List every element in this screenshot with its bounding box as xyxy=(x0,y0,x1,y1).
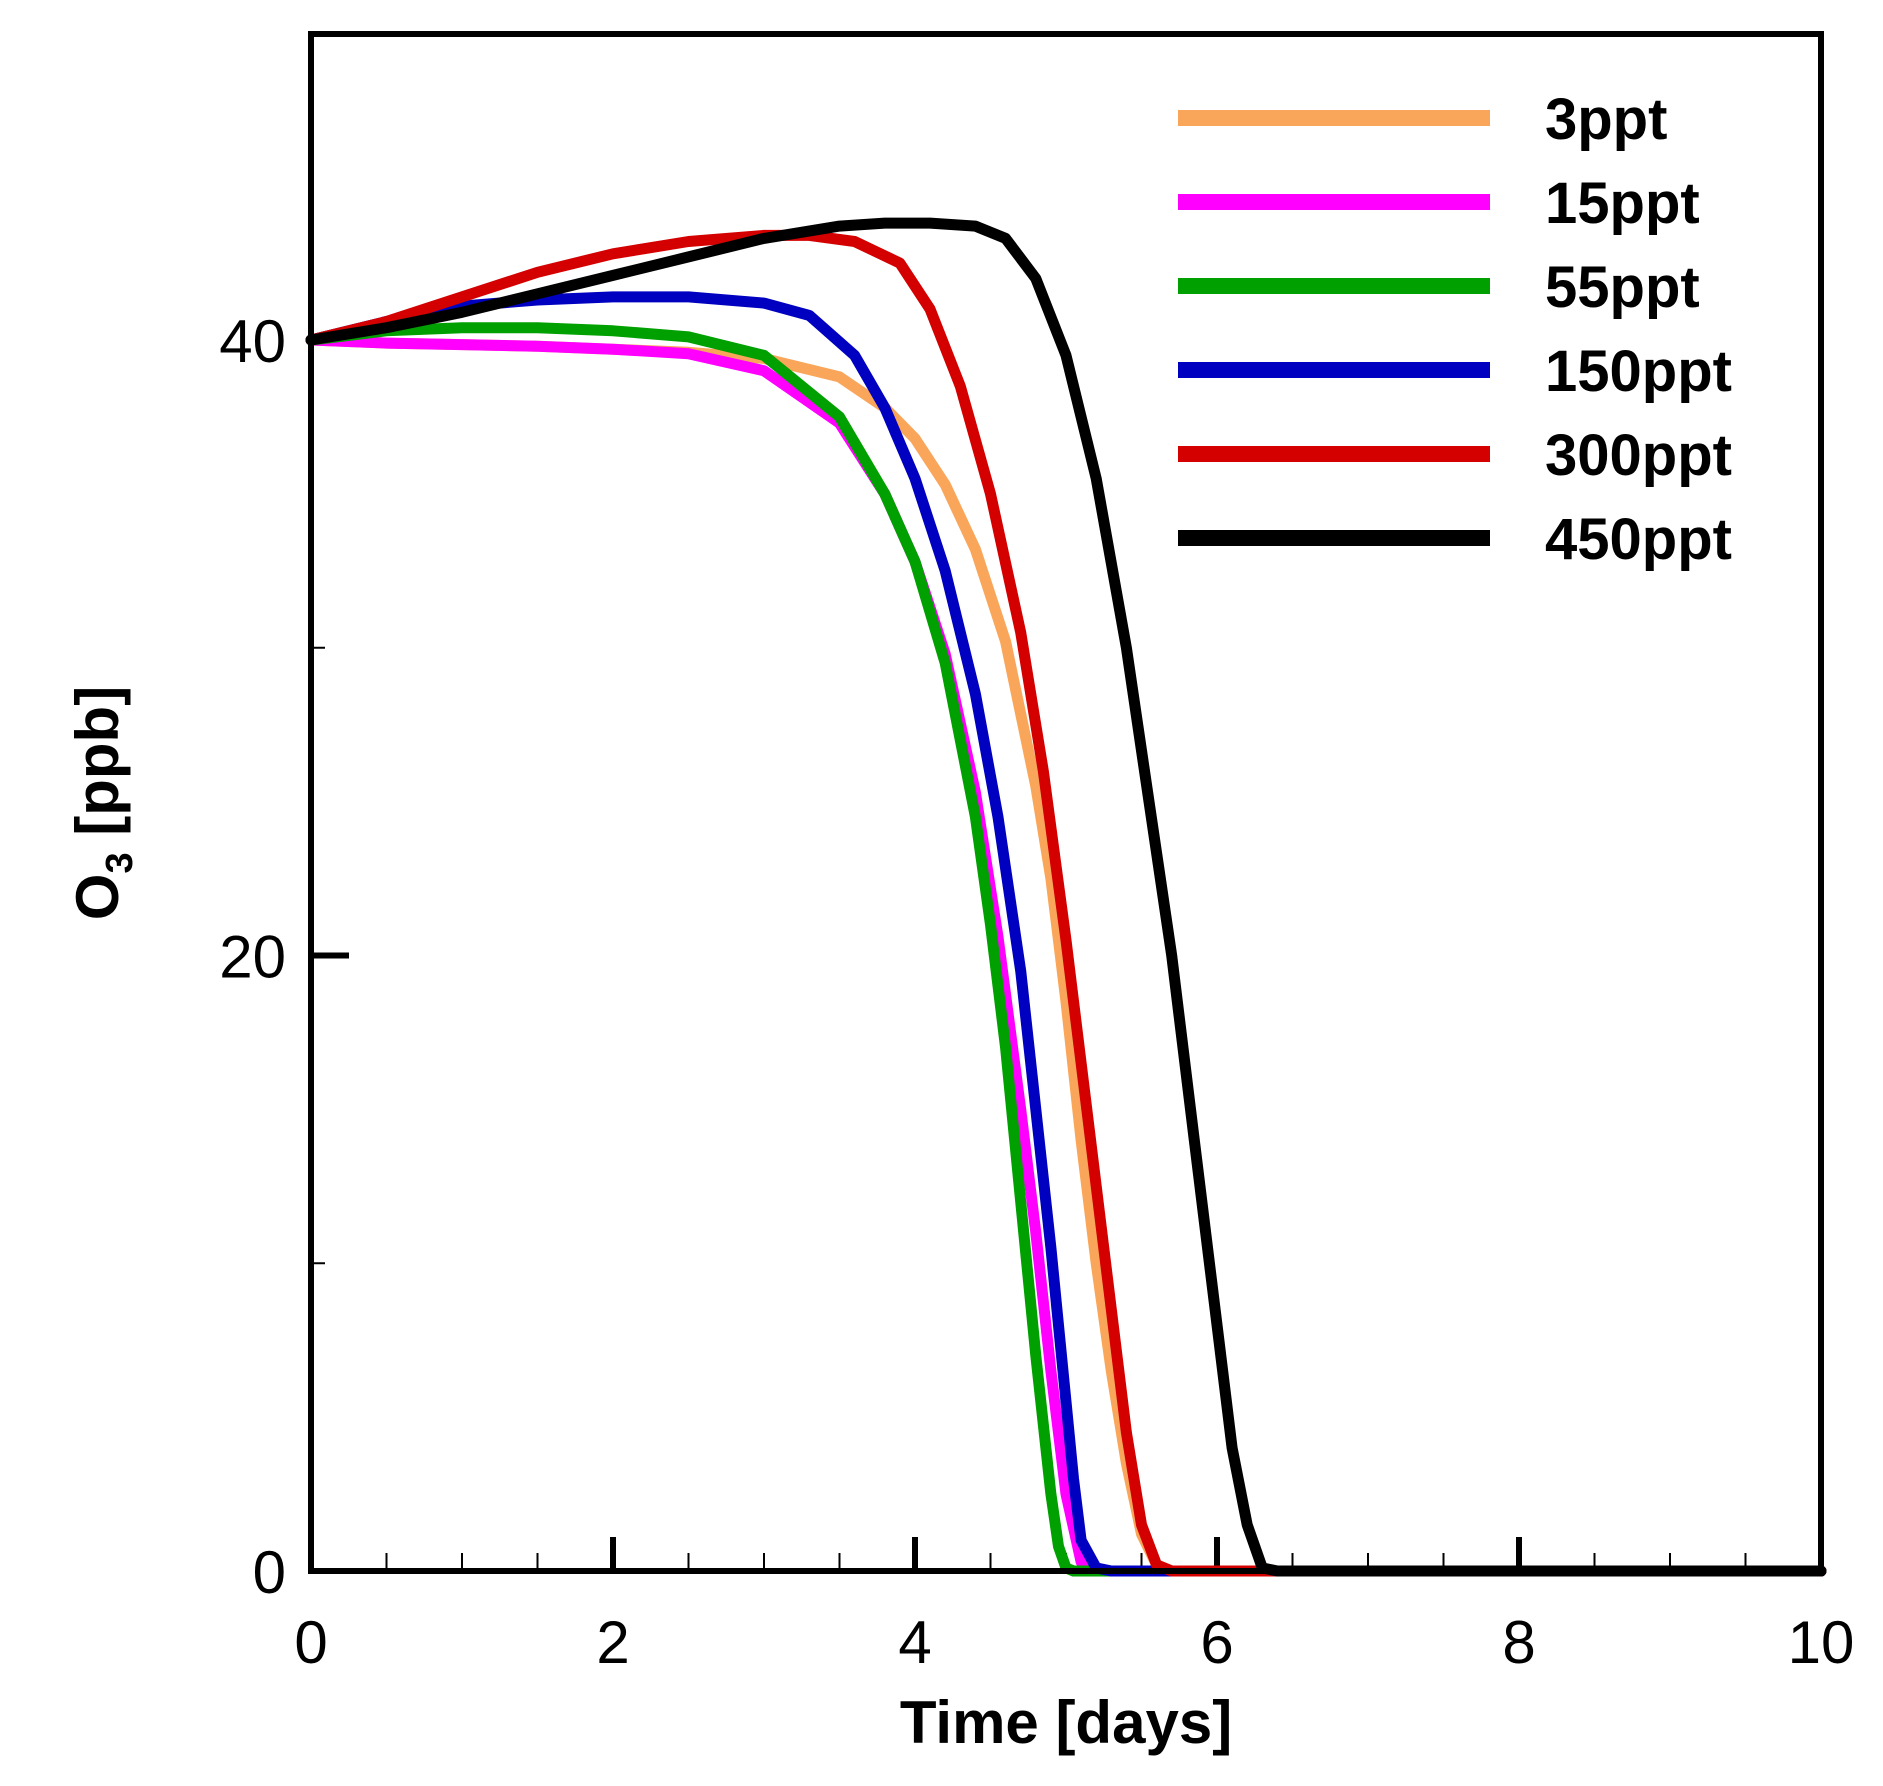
x-tick-label: 10 xyxy=(1788,1609,1855,1676)
legend: 3ppt 15ppt 55ppt 150ppt 300ppt 450ppt xyxy=(1178,87,1732,572)
series-lines xyxy=(305,217,1827,1577)
x-tick-label: 4 xyxy=(898,1609,931,1676)
x-tick-label: 6 xyxy=(1200,1609,1233,1676)
y-tick-labels: 0 20 40 xyxy=(219,308,286,1606)
series-line-300ppt xyxy=(305,229,1827,1577)
y-tick-label: 0 xyxy=(253,1539,286,1606)
y-axis-title-units: [ppb] xyxy=(64,686,131,853)
legend-label-3ppt: 3ppt xyxy=(1545,87,1667,152)
x-tick-label: 8 xyxy=(1502,1609,1535,1676)
y-axis-title-subscript: 3 xyxy=(99,852,141,873)
plot-frame xyxy=(308,31,1824,1574)
legend-label-300ppt: 300ppt xyxy=(1545,423,1732,488)
y-axis-title: O3 [ppb] xyxy=(64,686,141,920)
legend-label-150ppt: 150ppt xyxy=(1545,339,1732,404)
y-tick-label: 20 xyxy=(219,924,286,991)
y-axis-title-base: O xyxy=(64,874,131,921)
series-line-150ppt xyxy=(305,291,1827,1577)
x-axis-title: Time [days] xyxy=(900,1689,1232,1756)
series-line-450ppt xyxy=(305,217,1827,1577)
x-tick-labels: 0 2 4 6 8 10 xyxy=(294,1609,1854,1676)
legend-label-15ppt: 15ppt xyxy=(1545,171,1700,236)
legend-label-450ppt: 450ppt xyxy=(1545,507,1732,572)
y-tick-label: 40 xyxy=(219,308,286,375)
x-tick-label: 2 xyxy=(596,1609,629,1676)
series-line-55ppt xyxy=(305,322,1827,1577)
minor-ticks xyxy=(311,646,1747,1571)
legend-label-55ppt: 55ppt xyxy=(1545,255,1700,320)
x-tick-label: 0 xyxy=(294,1609,327,1676)
